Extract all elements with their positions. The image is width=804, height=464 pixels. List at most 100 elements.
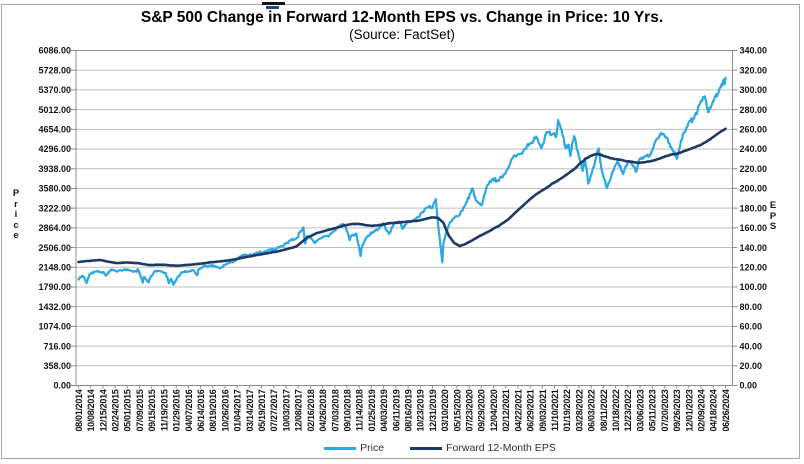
y-right-tick-label: 140.00 <box>740 243 768 253</box>
y-left-tick-label: 3938.00 <box>38 164 71 174</box>
legend: Price Forward 12-Month EPS <box>38 442 804 454</box>
y-right-tick-label: 220.00 <box>740 164 768 174</box>
x-tick-label: 10/03/2017 <box>281 389 291 431</box>
x-tick-label: 12/04/2020 <box>489 389 499 431</box>
x-tick-label: 12/23/2022 <box>623 389 633 431</box>
y-left-tick-label: 2864.00 <box>38 223 71 233</box>
x-tick-label: 01/04/2017 <box>233 389 243 431</box>
x-tick-label: 12/15/2014 <box>98 389 108 431</box>
x-tick-label: 10/23/2019 <box>416 389 426 431</box>
axis-title-letter: r <box>14 198 18 210</box>
axis-title-letter: P <box>769 210 777 222</box>
x-tick-label: 07/09/2015 <box>135 389 145 431</box>
x-tick-label: 01/29/2016 <box>172 389 182 431</box>
y-left-tick-label: 1790.00 <box>38 282 71 292</box>
x-tick-label: 04/26/2018 <box>318 389 328 431</box>
y-left-tick-label: 6086.00 <box>38 46 71 56</box>
y-right-tick-label: 320.00 <box>740 65 768 75</box>
x-tick-label: 05/11/2023 <box>648 389 658 431</box>
x-tick-label: 11/19/2015 <box>159 389 169 431</box>
eps-line-swatch <box>410 446 443 450</box>
y-left-tick-label: 1432.00 <box>38 302 71 312</box>
x-tick-label: 06/03/2022 <box>587 389 597 431</box>
axis-title-letter: P <box>12 188 20 199</box>
axis-title-letter: S <box>769 221 777 233</box>
x-tick-label: 09/15/2015 <box>147 389 157 431</box>
x-tick-label: 09/03/2021 <box>538 389 548 431</box>
x-tick-label: 03/28/2022 <box>574 389 584 431</box>
y-right-tick-label: 20.00 <box>740 361 763 371</box>
x-tick-label: 10/18/2022 <box>611 389 621 431</box>
x-tick-label: 01/25/2019 <box>367 389 377 431</box>
y-right-tick-label: 180.00 <box>740 203 768 213</box>
x-tick-label: 02/09/2024 <box>696 389 706 431</box>
y-right-tick-label: 280.00 <box>740 105 768 115</box>
y-right-tick-label: 80.00 <box>740 302 763 312</box>
axis-title-letter: i <box>14 209 18 221</box>
y-left-tick-label: 3580.00 <box>38 184 71 194</box>
y-left-tick-label: 5728.00 <box>38 65 71 75</box>
x-tick-label: 07/03/2018 <box>330 389 340 431</box>
y-left-tick-label: 1074.00 <box>38 322 71 332</box>
x-tick-label: 08/11/2022 <box>599 389 609 431</box>
y-right-tick-label: 100.00 <box>740 282 768 292</box>
x-tick-label: 04/03/2019 <box>379 389 389 431</box>
x-tick-label: 08/01/2014 <box>74 389 84 431</box>
y-left-tick-label: 2148.00 <box>38 262 71 272</box>
price-line-swatch <box>324 446 357 450</box>
legend-item-forward-eps: Forward 12-Month EPS <box>410 442 556 454</box>
screen-artifact-mark <box>262 2 285 5</box>
y-left-tick-label: 2506.00 <box>38 243 71 253</box>
y-right-tick-label: 60.00 <box>740 322 763 332</box>
legend-item-price: Price <box>324 442 384 454</box>
y-left-tick-label: 716.00 <box>43 341 71 351</box>
x-tick-label: 09/26/2023 <box>672 389 682 431</box>
x-tick-label: 07/23/2020 <box>465 389 475 431</box>
x-tick-label: 10/08/2014 <box>86 389 96 431</box>
x-tick-label: 04/07/2016 <box>184 389 194 431</box>
y-left-tick-label: 3222.00 <box>38 203 71 213</box>
x-tick-label: 05/19/2017 <box>257 389 267 431</box>
y-right-tick-label: 120.00 <box>740 262 768 272</box>
y-left-tick-label: 4654.00 <box>38 125 71 135</box>
y-left-tick-label: 0.00 <box>53 381 71 391</box>
plot-border <box>75 50 733 386</box>
y-right-tick-label: 40.00 <box>740 341 763 351</box>
x-tick-label: 06/26/2024 <box>721 389 731 431</box>
x-tick-label: 01/19/2022 <box>562 389 572 431</box>
x-tick-label: 11/14/2018 <box>355 389 365 431</box>
y-right-tick-label: 260.00 <box>740 125 768 135</box>
y-left-tick-label: 4296.00 <box>38 144 71 154</box>
screen-artifact-mark <box>266 6 279 9</box>
legend-label-forward-eps: Forward 12-Month EPS <box>446 442 556 454</box>
x-tick-label: 03/10/2020 <box>440 389 450 431</box>
chart-subtitle: (Source: FactSet) <box>349 27 455 42</box>
x-tick-label: 05/01/2015 <box>123 389 133 431</box>
x-tick-label: 02/24/2015 <box>111 389 121 431</box>
y-right-tick-label: 160.00 <box>740 223 768 233</box>
axis-title-letter: c <box>13 219 19 231</box>
axis-title-letter: E <box>769 200 777 211</box>
y-left-tick-label: 5370.00 <box>38 85 71 95</box>
x-tick-label: 03/14/2017 <box>245 389 255 431</box>
y-left-tick-label: 5012.00 <box>38 105 71 115</box>
x-tick-label: 04/22/2021 <box>513 389 523 431</box>
y-right-tick-label: 300.00 <box>740 85 768 95</box>
x-tick-label: 08/16/2019 <box>404 389 414 431</box>
legend-label-price: Price <box>360 442 385 454</box>
price-line <box>77 76 727 286</box>
x-tick-label: 12/01/2023 <box>684 389 694 431</box>
y-right-tick-label: 240.00 <box>740 144 768 154</box>
x-tick-label: 12/08/2017 <box>294 389 304 431</box>
x-tick-label: 08/19/2016 <box>208 389 218 431</box>
x-tick-label: 05/15/2020 <box>452 389 462 431</box>
x-tick-label: 06/14/2016 <box>196 389 206 431</box>
y-left-tick-label: 358.00 <box>43 361 71 371</box>
x-tick-label: 06/11/2019 <box>391 389 401 431</box>
x-tick-label: 11/10/2021 <box>550 389 560 431</box>
chart-title: S&P 500 Change in Forward 12-Month EPS v… <box>140 9 664 26</box>
x-tick-label: 03/06/2023 <box>635 389 645 431</box>
x-tick-label: 02/12/2021 <box>501 389 511 431</box>
